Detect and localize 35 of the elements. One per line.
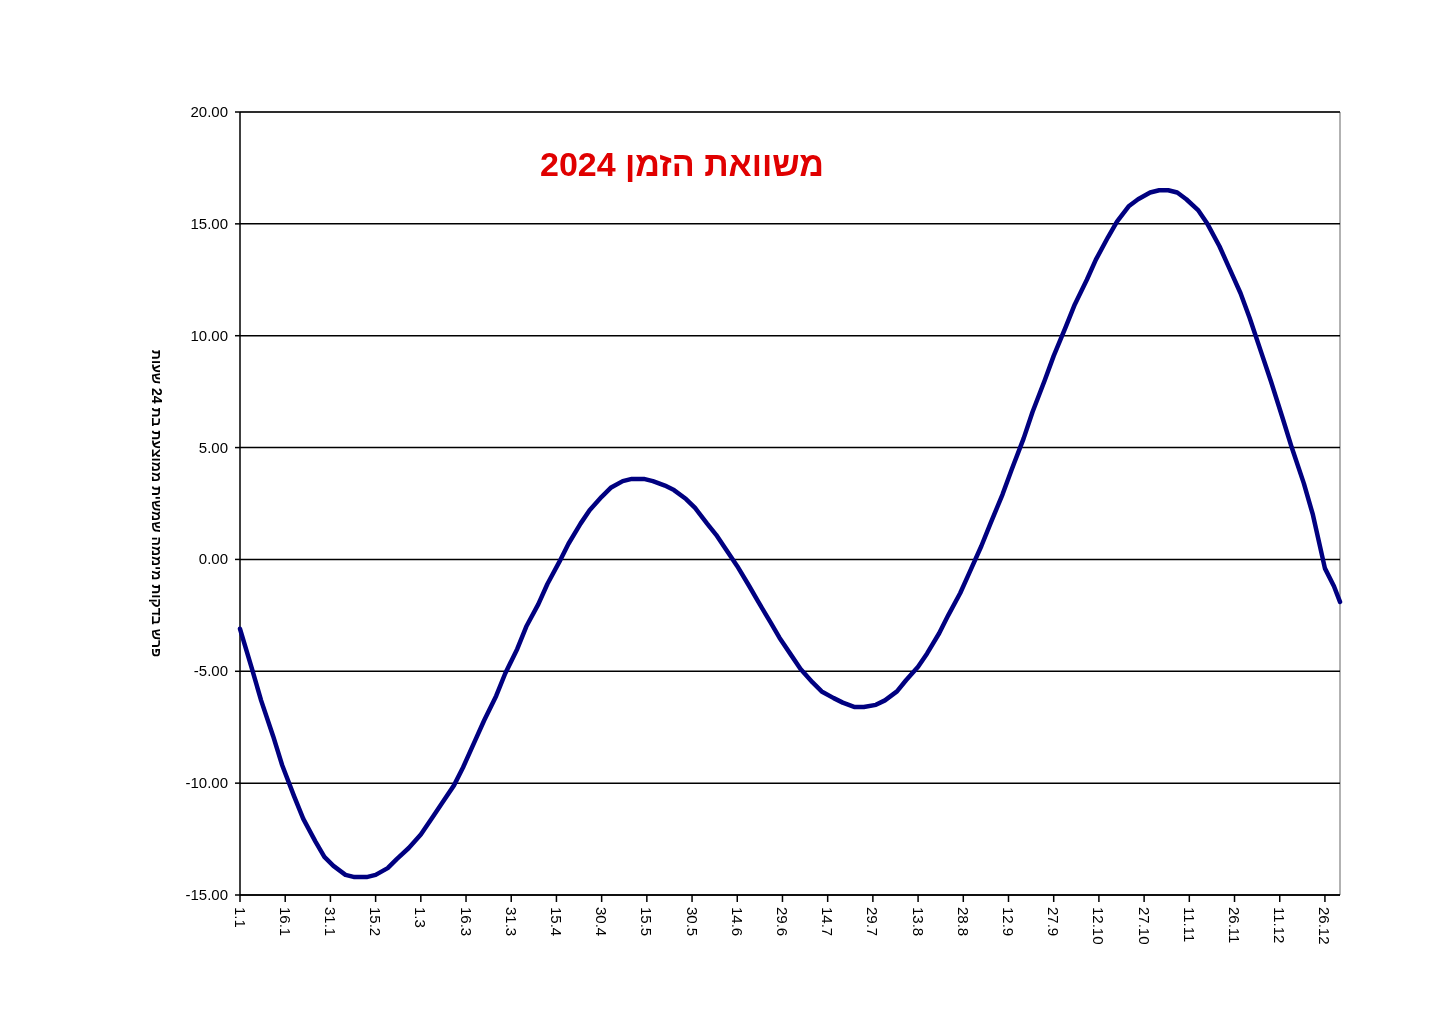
x-tick-label: 1.1 [231,907,249,928]
y-tick-label: -5.00 [193,662,228,680]
x-tick-label: 30.5 [683,907,701,937]
y-tick-label: 20.00 [190,103,228,120]
x-tick-label: 27.10 [1135,907,1153,945]
x-tick-label: 11.12 [1271,907,1289,944]
y-tick-label: 5.00 [198,438,228,456]
x-tick-label: 29.7 [864,907,882,937]
y-tick-label: -15.00 [185,886,228,903]
x-tick-label: 14.7 [819,907,837,937]
x-tick-label: 12.10 [1090,907,1108,945]
x-tick-label: 26.11 [1226,907,1244,944]
x-tick-label: 28.8 [954,907,972,937]
x-tick-label: 15.5 [638,907,656,937]
x-tick-label: 29.6 [773,907,791,937]
y-tick-label: 15.00 [190,214,228,232]
x-tick-label: 13.8 [909,907,927,937]
text: משוואת הזמן 2024 [539,145,825,183]
x-tick-label: 16.1 [276,907,294,937]
x-tick-label: 26.12 [1316,907,1334,945]
x-tick-label: 11.11 [1180,907,1198,943]
x-tick-label: 27.9 [1045,907,1063,937]
x-tick-label: 1.3 [412,907,430,928]
x-tick-label: 15.4 [547,907,565,937]
y-tick-label: -10.00 [185,774,228,792]
y-tick-label: 0.00 [198,550,228,568]
x-tick-label: 31.3 [502,907,520,937]
x-tick-label: 12.9 [999,907,1017,937]
x-tick-label: 31.1 [321,907,339,937]
y-axis-title: פרש בדקות מיממה שמשית ממוצעת בת 24 שעות [149,349,165,658]
x-tick-label: 14.6 [728,907,746,937]
x-tick-label: 16.3 [457,907,475,937]
y-tick-label: 10.00 [190,326,228,344]
x-tick-label: 30.4 [593,907,611,937]
x-tick-label: 15.2 [367,907,385,937]
